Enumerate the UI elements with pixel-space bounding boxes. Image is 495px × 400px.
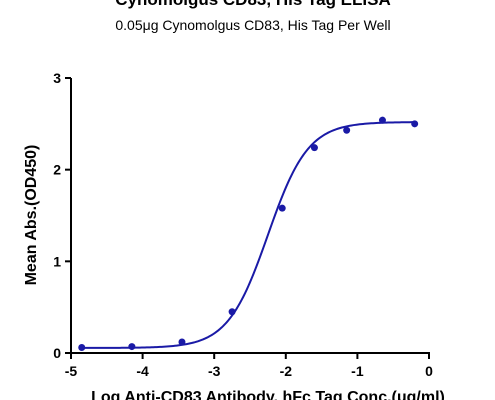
fit-curves: [81, 121, 415, 349]
chart-subtitle: 0.05μg Cynomolgus CD83, His Tag Per Well: [115, 17, 390, 33]
y-tick-label: 1: [53, 253, 61, 269]
data-point: [378, 116, 386, 124]
data-point: [411, 120, 419, 128]
data-point: [310, 144, 318, 152]
data-point: [178, 338, 186, 346]
data-point: [228, 308, 236, 316]
x-tick-label: 0: [425, 363, 433, 379]
axes: [70, 78, 430, 354]
y-axis-label: Mean Abs.(OD450): [23, 145, 40, 286]
x-ticks: -5 -4 -3 -2 -1 0: [65, 353, 433, 379]
x-tick-label: -4: [136, 363, 149, 379]
x-tick-label: -1: [351, 363, 364, 379]
x-tick-label: -5: [65, 363, 78, 379]
data-point: [128, 343, 136, 351]
y-tick-label: 3: [53, 70, 61, 86]
data-point: [343, 126, 351, 134]
y-tick-label: 2: [53, 162, 61, 178]
fit-curve: [81, 121, 415, 349]
data-point: [78, 344, 86, 351]
x-axis-label: Log Anti-CD83 Antibody, hFc Tag Conc.(μg…: [91, 389, 445, 400]
y-tick-label: 0: [53, 345, 61, 361]
y-ticks: 0 1 2 3: [53, 70, 71, 361]
x-tick-label: -3: [208, 363, 221, 379]
x-tick-label: -2: [280, 363, 293, 379]
chart-title: Cynomolgus CD83, His Tag ELISA: [115, 0, 391, 9]
data-points: [78, 116, 419, 351]
data-point: [278, 204, 286, 212]
